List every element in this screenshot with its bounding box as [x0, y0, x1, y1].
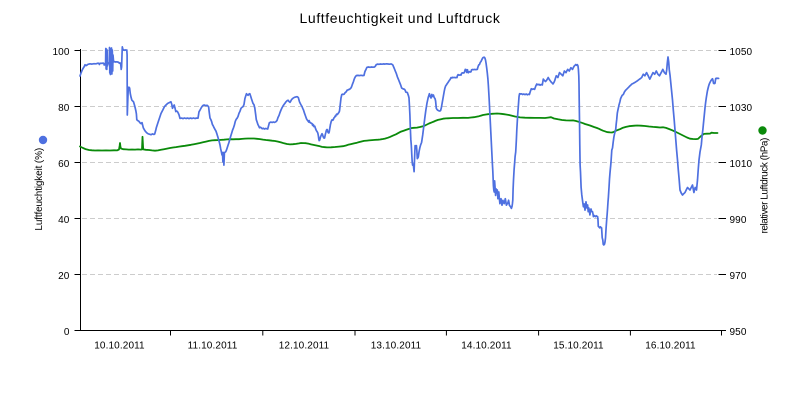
svg-text:1030: 1030: [730, 103, 753, 114]
svg-text:0: 0: [64, 327, 70, 338]
svg-text:10.10.2011: 10.10.2011: [94, 341, 145, 352]
svg-text:100: 100: [52, 47, 69, 58]
svg-text:40: 40: [58, 215, 70, 226]
svg-text:12.10.2011: 12.10.2011: [279, 341, 330, 352]
svg-text:15.10.2011: 15.10.2011: [553, 341, 604, 352]
svg-text:80: 80: [58, 103, 70, 114]
svg-text:1010: 1010: [730, 159, 753, 170]
svg-text:20: 20: [58, 271, 70, 282]
svg-text:14.10.2011: 14.10.2011: [461, 341, 512, 352]
svg-text:990: 990: [730, 215, 747, 226]
svg-text:11.10.2011: 11.10.2011: [188, 341, 238, 352]
svg-text:Luftfeuchtigkeit und Luftdruck: Luftfeuchtigkeit und Luftdruck: [300, 10, 501, 26]
svg-text:950: 950: [730, 327, 747, 338]
svg-text:Luftfeuchtigkeit (%): Luftfeuchtigkeit (%): [34, 148, 45, 231]
svg-text:13.10.2011: 13.10.2011: [371, 341, 422, 352]
svg-text:16.10.2011: 16.10.2011: [645, 341, 696, 352]
svg-text:1050: 1050: [730, 47, 753, 58]
svg-text:970: 970: [730, 271, 747, 282]
svg-text:relativer Luftdruck (hPa): relativer Luftdruck (hPa): [760, 138, 771, 234]
svg-text:60: 60: [58, 159, 70, 170]
